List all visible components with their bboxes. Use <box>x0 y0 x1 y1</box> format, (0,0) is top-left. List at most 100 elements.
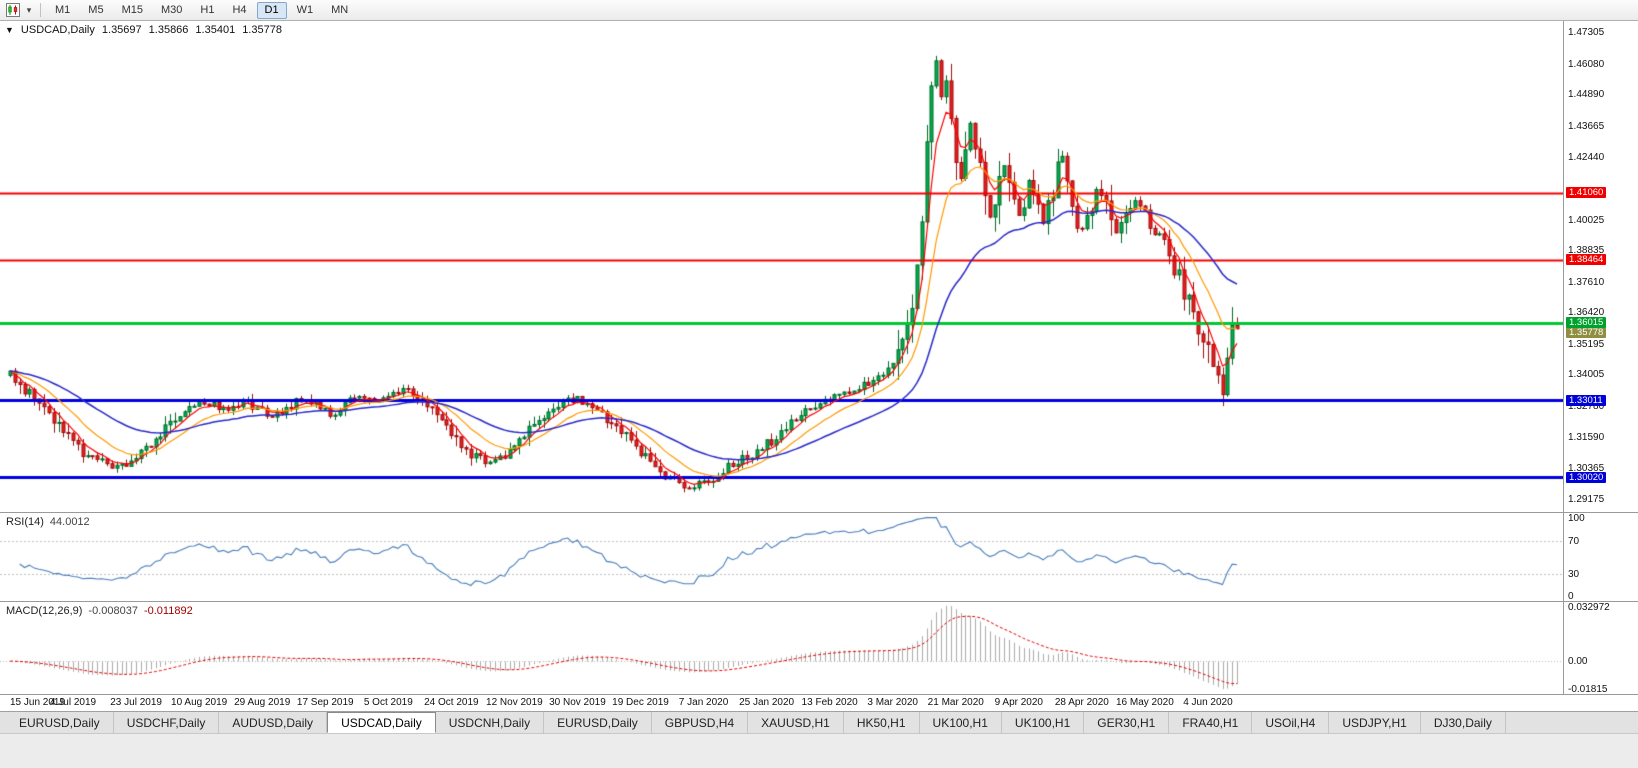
timeframe-button-h1[interactable]: H1 <box>200 4 215 16</box>
toolbar-separator <box>40 3 41 17</box>
price-level-badge: 1.30020 <box>1566 471 1607 483</box>
rsi-axis[interactable]: 100 70 30 0 <box>1563 513 1638 602</box>
chart-tab-audusd-daily[interactable]: AUDUSD,Daily <box>219 712 328 733</box>
chart-tab-ger30-h1[interactable]: GER30,H1 <box>1084 712 1170 733</box>
price-axis-tick: 1.42440 <box>1568 152 1605 164</box>
rsi-axis-tick: 30 <box>1568 569 1580 581</box>
timeframe-button-m30[interactable]: M30 <box>160 4 183 16</box>
macd-name: MACD(12,26,9) <box>6 605 83 617</box>
date-label: 28 Apr 2020 <box>1054 697 1109 708</box>
date-label: 7 Jan 2020 <box>678 697 729 708</box>
timeframe-button-w1[interactable]: W1 <box>296 4 314 16</box>
date-label: 16 May 2020 <box>1115 697 1174 708</box>
date-label: 23 Jul 2019 <box>110 697 162 708</box>
macd-axis-tick: 0.032972 <box>1568 602 1610 613</box>
ohlc-low-value: 1.35401 <box>195 24 236 36</box>
chart-symbol-label: USDCAD,Daily <box>20 24 95 36</box>
rsi-name: RSI(14) <box>6 516 44 528</box>
price-axis-tick: 1.32780 <box>1568 401 1605 413</box>
timeframe-buttons-group: M1 M5 M15 M30 H1 H4 D1 W1 MN <box>47 1 356 19</box>
chart-tab-usdcad-daily[interactable]: USDCAD,Daily <box>327 712 436 733</box>
chart-type-icon[interactable] <box>4 2 22 19</box>
macd-main-value: -0.008037 <box>88 605 138 617</box>
price-level-badge: 1.36015 <box>1566 317 1607 329</box>
date-label: 29 Aug 2019 <box>234 697 291 708</box>
ohlc-close-value: 1.35778 <box>242 24 282 36</box>
price-level-badge: 1.41060 <box>1566 187 1607 199</box>
price-axis-tick: 1.47305 <box>1568 27 1605 39</box>
collapse-triangle-icon[interactable]: ▼ <box>5 25 14 35</box>
timeframe-button-mn[interactable]: MN <box>331 4 349 16</box>
price-axis-tick: 1.46080 <box>1568 58 1605 70</box>
price-chart-canvas[interactable] <box>0 21 1563 512</box>
rsi-canvas[interactable] <box>0 513 1563 602</box>
date-label: 13 Feb 2020 <box>801 697 858 708</box>
price-axis-tick: 1.40025 <box>1568 214 1605 226</box>
timeframe-button-m5[interactable]: M5 <box>88 4 104 16</box>
chart-tab-dj30-daily[interactable]: DJ30,Daily <box>1420 712 1506 733</box>
macd-indicator-panel: MACD(12,26,9) -0.008037 -0.011892 0.0329… <box>0 601 1638 695</box>
rsi-value: 44.0012 <box>49 516 90 528</box>
macd-axis[interactable]: 0.032972 0.00 -0.01815 <box>1563 602 1638 695</box>
rsi-axis-tick: 70 <box>1568 535 1580 547</box>
ohlc-high-value: 1.35866 <box>148 24 189 36</box>
date-label: 25 Jan 2020 <box>739 697 795 708</box>
price-axis-tick: 1.35195 <box>1568 338 1605 350</box>
price-axis-tick: 1.31590 <box>1568 431 1605 443</box>
price-axis-tick: 1.30365 <box>1568 463 1605 475</box>
timeframe-button-m1[interactable]: M1 <box>55 4 71 16</box>
chart-tab-usdcnh-daily[interactable]: USDCNH,Daily <box>435 712 545 733</box>
price-chart-panel: ▼ USDCAD,Daily 1.35697 1.35866 1.35401 1… <box>0 21 1638 512</box>
date-label: 15 Jun 2019 <box>10 697 66 708</box>
price-axis-tick: 1.37610 <box>1568 276 1605 288</box>
date-label: 4 Jun 2020 <box>1183 697 1233 708</box>
chart-tab-eurusd-daily[interactable]: EURUSD,Daily <box>6 712 114 733</box>
date-axis[interactable]: 15 Jun 2019 4 Jul 2019 23 Jul 2019 10 Aug 2… <box>0 694 1638 711</box>
date-label: 24 Oct 2019 <box>424 697 479 708</box>
macd-axis-tick: 0.00 <box>1568 656 1588 668</box>
price-axis-tick: 1.44890 <box>1568 89 1605 101</box>
timeframe-button-d1[interactable]: D1 <box>256 1 287 19</box>
chart-tab-hk50-h1[interactable]: HK50,H1 <box>843 712 920 733</box>
rsi-label: RSI(14) 44.0012 <box>6 516 90 528</box>
chart-tab-bar: EURUSD,Daily USDCHF,Daily AUDUSD,Daily USDC… <box>0 711 1638 733</box>
price-axis-tick: 1.38835 <box>1568 245 1605 257</box>
macd-label: MACD(12,26,9) -0.008037 -0.011892 <box>6 605 193 617</box>
chart-tab-fra40-h1[interactable]: FRA40,H1 <box>1169 712 1253 733</box>
chart-tab-uk100-h1[interactable]: UK100,H1 <box>1001 712 1085 733</box>
chart-tab-usdchf-daily[interactable]: USDCHF,Daily <box>113 712 220 733</box>
chart-type-dropdown-caret-icon[interactable]: ▾ <box>26 4 32 15</box>
macd-axis-tick: -0.01815 <box>1568 684 1608 695</box>
rsi-indicator-panel: RSI(14) 44.0012 100 70 30 0 <box>0 512 1638 602</box>
chart-tab-uk100-h1[interactable]: UK100,H1 <box>919 712 1002 733</box>
chart-tab-gbpusd-h4[interactable]: GBPUSD,H4 <box>651 712 749 733</box>
chart-tab-xauusd-h1[interactable]: XAUUSD,H1 <box>748 712 844 733</box>
rsi-axis-tick: 0 <box>1568 591 1574 602</box>
macd-canvas[interactable] <box>0 602 1563 695</box>
price-level-badge: 1.33011 <box>1566 394 1606 406</box>
price-axis-tick: 1.29175 <box>1568 493 1605 505</box>
bottom-empty-area <box>0 733 1638 768</box>
ohlc-open-value: 1.35697 <box>101 24 142 36</box>
rsi-axis-tick: 100 <box>1568 513 1585 524</box>
price-axis-tick: 1.43665 <box>1568 120 1605 132</box>
timeframe-button-m15[interactable]: M15 <box>121 4 143 16</box>
date-label: 9 Apr 2020 <box>994 697 1043 708</box>
date-label: 5 Oct 2019 <box>363 697 413 708</box>
timeframe-toolbar: ▾ M1 M5 M15 M30 H1 H4 D1 W1 MN <box>0 0 1638 21</box>
price-axis-tick: 1.34005 <box>1568 369 1605 381</box>
timeframe-button-h4[interactable]: H4 <box>232 4 247 16</box>
date-label: 17 Sep 2019 <box>296 697 354 708</box>
date-label: 12 Nov 2019 <box>486 697 543 708</box>
date-label: 19 Dec 2019 <box>612 697 669 708</box>
date-label: 3 Mar 2020 <box>867 697 918 708</box>
macd-signal-value: -0.011892 <box>143 605 193 617</box>
date-label: 4 Jul 2019 <box>49 697 97 708</box>
date-label: 21 Mar 2020 <box>927 697 984 708</box>
chart-tab-eurusd-daily[interactable]: EURUSD,Daily <box>544 712 652 733</box>
chart-tab-usoil-h4[interactable]: USOil,H4 <box>1252 712 1330 733</box>
chart-tab-usdjpy-h1[interactable]: USDJPY,H1 <box>1329 712 1421 733</box>
price-axis[interactable]: 1.47305 1.46080 1.44890 1.43665 1.42440 1.400… <box>1563 21 1638 512</box>
date-label: 10 Aug 2019 <box>171 697 228 708</box>
